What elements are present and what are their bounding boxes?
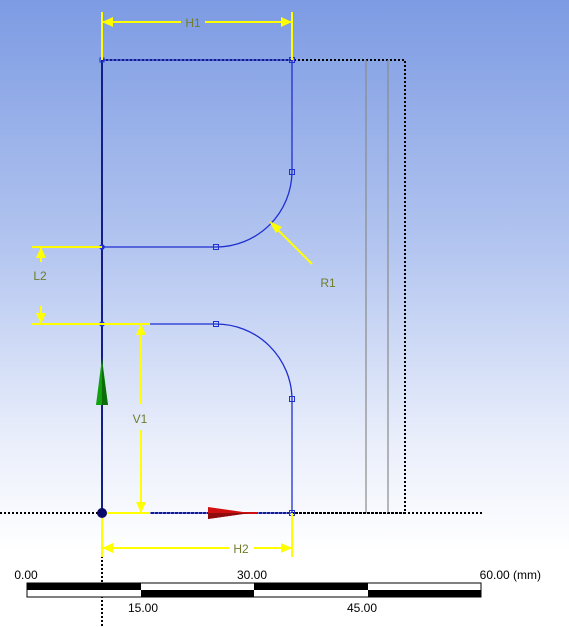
vertex-marker[interactable] — [289, 169, 295, 175]
scale-bar-segment-3 — [254, 583, 368, 590]
y-axis-arrow-icon — [96, 358, 108, 405]
r1-arrow-icon — [269, 221, 282, 233]
v1-arrow-bottom-icon — [136, 502, 146, 513]
l2-arrow-top-icon — [36, 247, 46, 258]
dimension-l2[interactable]: L2 — [32, 246, 150, 325]
h2-label[interactable]: H2 — [233, 542, 249, 556]
scale-label-15: 15.00 — [128, 601, 158, 615]
scale-bar-segment-1 — [27, 583, 141, 590]
scale-bar: 0.00 30.00 60.00 (mm) 15.00 45.00 — [14, 568, 541, 615]
vertex-marker[interactable] — [213, 321, 219, 327]
dimension-v1[interactable]: V1 — [102, 324, 150, 514]
x-axis-arrow-icon — [208, 507, 258, 519]
sketch-vertices — [99, 57, 295, 516]
scale-label-60: 60.00 (mm) — [480, 568, 541, 582]
dimension-h1[interactable]: H1 — [101, 12, 293, 60]
dimension-r1[interactable]: R1 — [269, 221, 336, 290]
v1-arrow-top-icon — [136, 324, 146, 335]
dimension-h2[interactable]: H2 — [101, 513, 293, 557]
sketch-profile[interactable] — [101, 59, 293, 514]
r1-leader-line — [271, 223, 313, 265]
vertex-marker[interactable] — [213, 244, 219, 250]
l2-arrow-bottom-icon — [36, 313, 46, 324]
origin-point-icon[interactable] — [97, 508, 107, 518]
sketch-arc-upper[interactable] — [215, 171, 293, 248]
scale-label-0: 0.00 — [14, 568, 38, 582]
scale-bar-segment-2 — [141, 590, 254, 597]
scale-label-30: 30.00 — [237, 568, 267, 582]
sketch-arc-lower[interactable] — [215, 323, 293, 400]
l2-label[interactable]: L2 — [33, 269, 47, 283]
scale-label-45: 45.00 — [347, 601, 377, 615]
h1-label[interactable]: H1 — [185, 16, 201, 30]
h2-arrow-left-icon — [102, 543, 113, 553]
h2-arrow-right-icon — [281, 543, 292, 553]
vertex-marker[interactable] — [289, 396, 295, 402]
h1-arrow-left-icon — [102, 17, 113, 27]
v1-label[interactable]: V1 — [133, 412, 148, 426]
scale-bar-segment-4 — [368, 590, 481, 597]
h1-arrow-right-icon — [281, 17, 292, 27]
r1-label[interactable]: R1 — [320, 276, 336, 290]
body-outline — [101, 59, 406, 514]
